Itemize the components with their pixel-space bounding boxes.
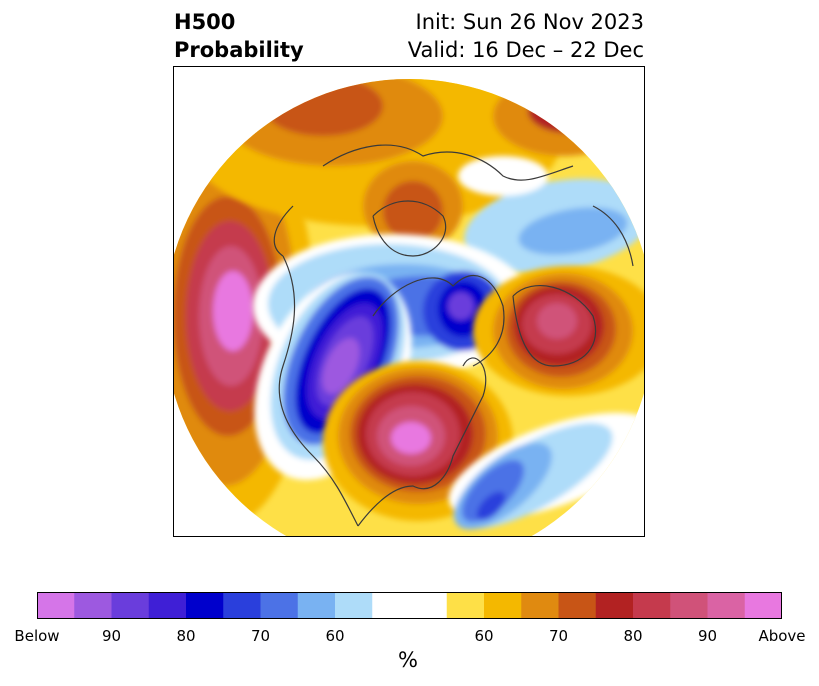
arctic-trough (458, 156, 645, 274)
colorbar-cell (484, 592, 522, 619)
colorbar-tick-label: 60 (474, 627, 494, 645)
colorbar-tick-label: 90 (697, 627, 718, 645)
colorbar-cells (37, 592, 782, 619)
colorbar-cell (186, 592, 224, 619)
colorbar-cell (521, 592, 560, 619)
title-right: Init: Sun 26 Nov 2023 Valid: 16 Dec – 22… (408, 8, 644, 64)
colorbar-cell (744, 592, 782, 619)
colorbar-cell (223, 592, 262, 619)
atlantic-ridge (473, 266, 645, 396)
colorbar-tick-label: 90 (101, 627, 122, 645)
title-variable: Probability (174, 38, 304, 62)
colorbar-cell (409, 592, 448, 619)
coastlines (273, 144, 634, 527)
probability-map (173, 66, 645, 537)
colorbar-tick-label: 70 (250, 627, 271, 645)
colorbar-cell (633, 592, 671, 619)
colorbar-cell (297, 592, 336, 619)
init-date: Init: Sun 26 Nov 2023 (415, 10, 644, 34)
colorbar-cell (111, 592, 150, 619)
subtropical-trough (448, 412, 645, 530)
colorbar-cell (372, 592, 411, 619)
colorbar-cell (707, 592, 746, 619)
colorbar-tick-label: Above (758, 627, 806, 645)
colorbar-tick-label: 70 (548, 627, 569, 645)
map-frame (173, 66, 645, 537)
valid-range: Valid: 16 Dec – 22 Dec (407, 38, 644, 62)
colorbar-cell (37, 592, 75, 619)
colorbar-tick-label: Below (14, 627, 60, 645)
title-left: H500 Probability (174, 8, 304, 64)
colorbar-cell (446, 592, 485, 619)
contour-field (173, 79, 645, 537)
colorbar-cell (335, 592, 373, 619)
colorbar-cell (148, 592, 187, 619)
colorbar-tick-label: 80 (623, 627, 643, 645)
colorbar-cell (670, 592, 709, 619)
colorbar-cell (595, 592, 634, 619)
colorbar-cell (74, 592, 113, 619)
colorbar-tick-label: 60 (325, 627, 345, 645)
colorbar-cell (558, 592, 597, 619)
colorbar (37, 592, 782, 619)
colorbar-frame (37, 592, 782, 619)
colorbar-tick-label: 80 (176, 627, 196, 645)
colorbar-cell (260, 592, 299, 619)
colorbar-unit: % (398, 648, 418, 672)
title-field: H500 (174, 10, 236, 34)
